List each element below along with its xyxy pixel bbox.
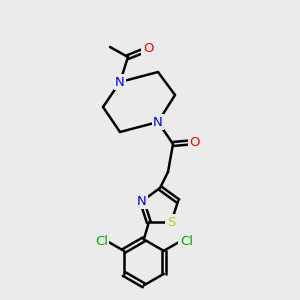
Text: Cl: Cl (180, 236, 193, 248)
Text: Cl: Cl (95, 236, 108, 248)
Text: N: N (137, 195, 147, 208)
Text: S: S (167, 216, 176, 229)
Text: O: O (190, 136, 200, 148)
Text: N: N (115, 76, 125, 88)
Text: O: O (143, 43, 153, 56)
Text: N: N (153, 116, 163, 128)
